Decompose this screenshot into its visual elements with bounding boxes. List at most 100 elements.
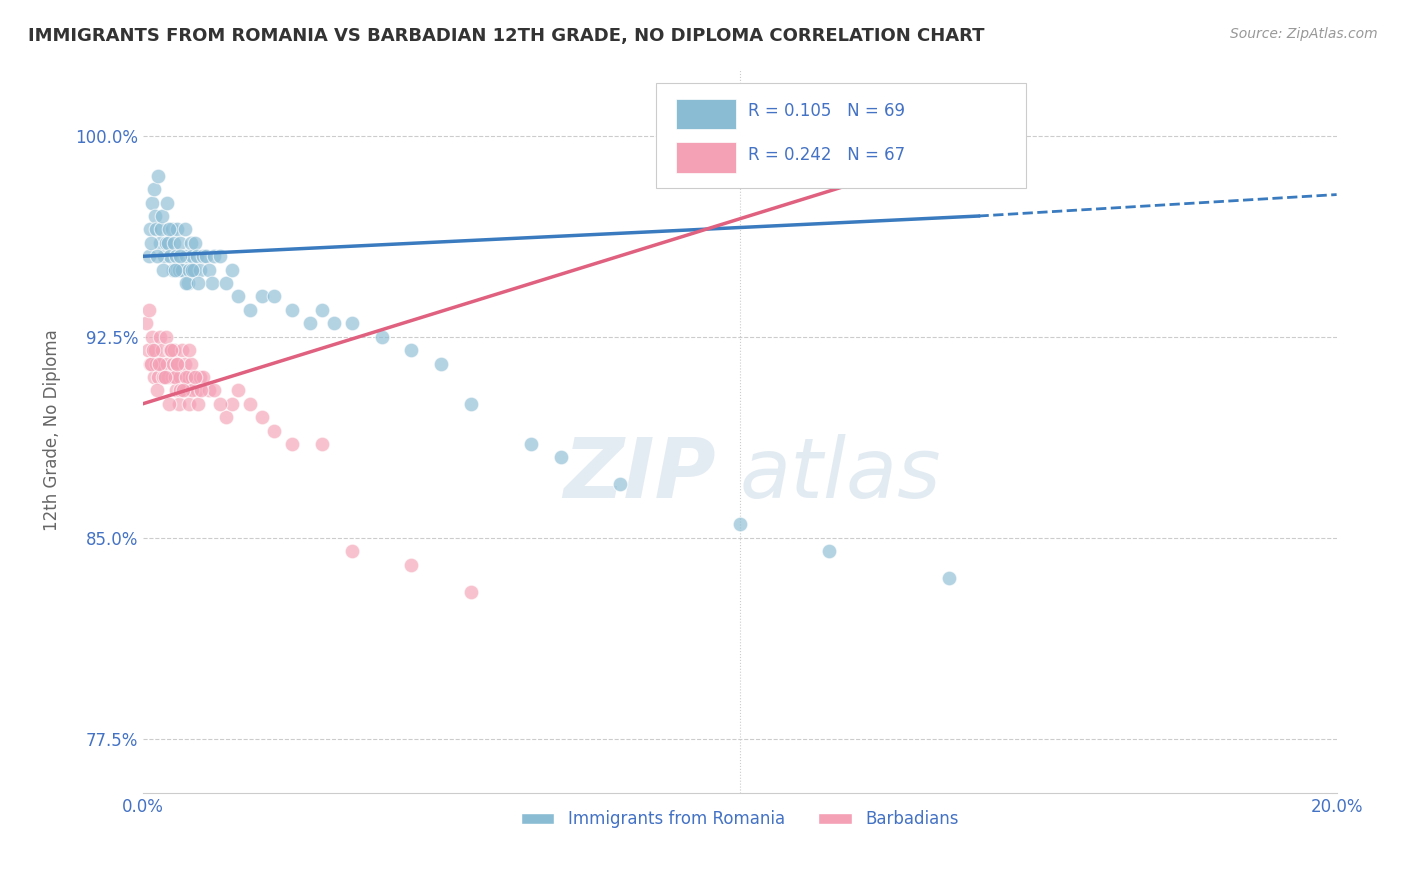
Point — [170, 262, 193, 277]
Point — [191, 249, 214, 263]
Text: R = 0.105   N = 69: R = 0.105 N = 69 — [748, 103, 905, 120]
Text: ZIP: ZIP — [564, 434, 716, 515]
Point — [157, 397, 180, 411]
Point — [152, 370, 174, 384]
Point — [165, 384, 187, 398]
Bar — [676, 99, 737, 129]
Point — [166, 357, 188, 371]
Point — [173, 357, 195, 371]
Point — [166, 357, 188, 371]
Point — [136, 343, 159, 358]
Point — [139, 357, 162, 371]
Point — [176, 276, 198, 290]
Point — [145, 384, 167, 398]
Point — [550, 450, 572, 465]
Point — [197, 384, 219, 398]
Point — [139, 357, 162, 371]
Point — [139, 222, 162, 236]
Text: Source: ZipAtlas.com: Source: ZipAtlas.com — [1230, 27, 1378, 41]
Point — [143, 343, 166, 358]
Point — [155, 235, 177, 250]
Point — [215, 410, 238, 425]
Point — [180, 370, 202, 384]
Point — [183, 262, 205, 277]
Point — [228, 384, 250, 398]
Point — [209, 249, 232, 263]
Point — [163, 262, 186, 277]
Point — [221, 397, 243, 411]
Text: IMMIGRANTS FROM ROMANIA VS BARBADIAN 12TH GRADE, NO DIPLOMA CORRELATION CHART: IMMIGRANTS FROM ROMANIA VS BARBADIAN 12T… — [28, 27, 984, 45]
Point — [180, 249, 202, 263]
Point — [180, 235, 202, 250]
Point — [197, 262, 219, 277]
Point — [186, 249, 208, 263]
Point — [157, 222, 180, 236]
Point — [152, 249, 174, 263]
Point — [186, 384, 208, 398]
Point — [179, 397, 201, 411]
Point — [340, 544, 363, 558]
Point — [263, 424, 285, 438]
Point — [162, 262, 184, 277]
Point — [252, 289, 274, 303]
Y-axis label: 12th Grade, No Diploma: 12th Grade, No Diploma — [44, 330, 60, 532]
Point — [141, 195, 163, 210]
Point — [149, 235, 172, 250]
Point — [149, 357, 172, 371]
Point — [176, 276, 198, 290]
Point — [263, 289, 285, 303]
Point — [152, 370, 174, 384]
Point — [430, 357, 453, 371]
Point — [609, 477, 631, 491]
Point — [166, 222, 188, 236]
Point — [145, 222, 167, 236]
Point — [138, 249, 160, 263]
Point — [938, 571, 960, 585]
Point — [200, 276, 222, 290]
FancyBboxPatch shape — [657, 83, 1026, 188]
Point — [172, 384, 194, 398]
Point — [177, 343, 200, 358]
Point — [298, 316, 321, 330]
Point — [180, 357, 202, 371]
Bar — [676, 143, 737, 173]
Point — [146, 370, 169, 384]
Point — [142, 370, 165, 384]
Point — [520, 437, 543, 451]
Point — [167, 397, 190, 411]
Point — [149, 329, 172, 343]
Point — [138, 302, 160, 317]
Point — [239, 302, 262, 317]
Point — [370, 329, 392, 343]
Point — [141, 329, 163, 343]
Point — [142, 343, 165, 358]
Point — [322, 316, 344, 330]
Point — [169, 370, 191, 384]
Point — [181, 262, 204, 277]
Point — [146, 169, 169, 183]
Point — [176, 370, 198, 384]
Point — [191, 370, 214, 384]
Point — [163, 343, 186, 358]
Point — [159, 249, 181, 263]
Point — [401, 558, 423, 572]
Point — [150, 209, 173, 223]
Point — [174, 249, 197, 263]
Point — [311, 437, 333, 451]
Point — [156, 195, 179, 210]
Point — [204, 384, 226, 398]
Point — [281, 437, 304, 451]
Point — [165, 249, 187, 263]
Point — [204, 249, 226, 263]
Point — [169, 384, 191, 398]
Point — [228, 289, 250, 303]
Point — [160, 370, 183, 384]
Point — [169, 235, 191, 250]
Point — [460, 397, 482, 411]
Text: R = 0.242   N = 67: R = 0.242 N = 67 — [748, 145, 905, 164]
Point — [160, 222, 183, 236]
Point — [728, 517, 751, 532]
Point — [156, 370, 179, 384]
Point — [401, 343, 423, 358]
Point — [188, 262, 211, 277]
